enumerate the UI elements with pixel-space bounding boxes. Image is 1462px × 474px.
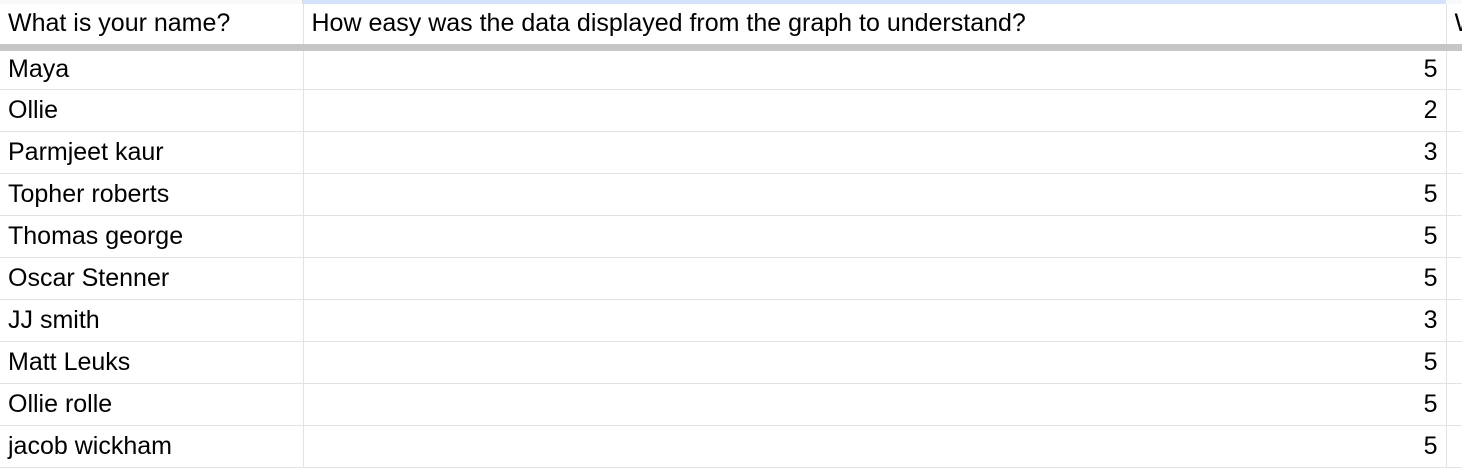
name-cell[interactable]: JJ smith: [0, 299, 304, 342]
empty-cell[interactable]: [1446, 131, 1462, 174]
header-cell-name[interactable]: What is your name?: [0, 4, 304, 51]
empty-cell[interactable]: [1446, 47, 1462, 90]
rating-cell[interactable]: 5: [303, 341, 1447, 384]
rating-cell[interactable]: 2: [303, 89, 1447, 132]
empty-cell[interactable]: [1446, 173, 1462, 216]
column-header-c[interactable]: [1446, 0, 1462, 4]
header-cell-next-column[interactable]: W: [1446, 4, 1462, 51]
rating-cell[interactable]: 5: [303, 215, 1447, 258]
column-header-a[interactable]: [0, 0, 303, 4]
name-cell[interactable]: Ollie: [0, 89, 304, 132]
sheet-table: What is your name? How easy was the data…: [0, 4, 1462, 468]
header-cell-ease-rating[interactable]: How easy was the data displayed from the…: [303, 4, 1447, 51]
name-cell[interactable]: Ollie rolle: [0, 383, 304, 426]
table-row: Ollie 2: [0, 89, 1462, 132]
table-row: JJ smith 3: [0, 299, 1462, 342]
name-cell[interactable]: jacob wickham: [0, 425, 304, 468]
table-row: jacob wickham 5: [0, 425, 1462, 468]
table-row: Oscar Stenner 5: [0, 257, 1462, 300]
empty-cell[interactable]: [1446, 257, 1462, 300]
table-row: Matt Leuks 5: [0, 341, 1462, 384]
column-header-strip: [0, 0, 1462, 4]
table-row: Maya 5: [0, 47, 1462, 90]
rating-cell[interactable]: 5: [303, 425, 1447, 468]
frozen-header-row: What is your name? How easy was the data…: [0, 4, 1462, 51]
rating-cell[interactable]: 5: [303, 383, 1447, 426]
name-cell[interactable]: Thomas george: [0, 215, 304, 258]
name-cell[interactable]: Parmjeet kaur: [0, 131, 304, 174]
name-cell[interactable]: Maya: [0, 47, 304, 90]
table-row: Topher roberts 5: [0, 173, 1462, 216]
empty-cell[interactable]: [1446, 299, 1462, 342]
name-cell[interactable]: Topher roberts: [0, 173, 304, 216]
rating-cell[interactable]: 5: [303, 47, 1447, 90]
name-cell[interactable]: Oscar Stenner: [0, 257, 304, 300]
empty-cell[interactable]: [1446, 89, 1462, 132]
rating-cell[interactable]: 3: [303, 131, 1447, 174]
empty-cell[interactable]: [1446, 215, 1462, 258]
empty-cell[interactable]: [1446, 341, 1462, 384]
name-cell[interactable]: Matt Leuks: [0, 341, 304, 384]
column-header-b-selected[interactable]: [303, 0, 1446, 4]
empty-cell[interactable]: [1446, 383, 1462, 426]
table-row: Thomas george 5: [0, 215, 1462, 258]
rating-cell[interactable]: 3: [303, 299, 1447, 342]
empty-cell[interactable]: [1446, 425, 1462, 468]
rating-cell[interactable]: 5: [303, 257, 1447, 300]
table-row: Ollie rolle 5: [0, 383, 1462, 426]
table-row: Parmjeet kaur 3: [0, 131, 1462, 174]
rating-cell[interactable]: 5: [303, 173, 1447, 216]
